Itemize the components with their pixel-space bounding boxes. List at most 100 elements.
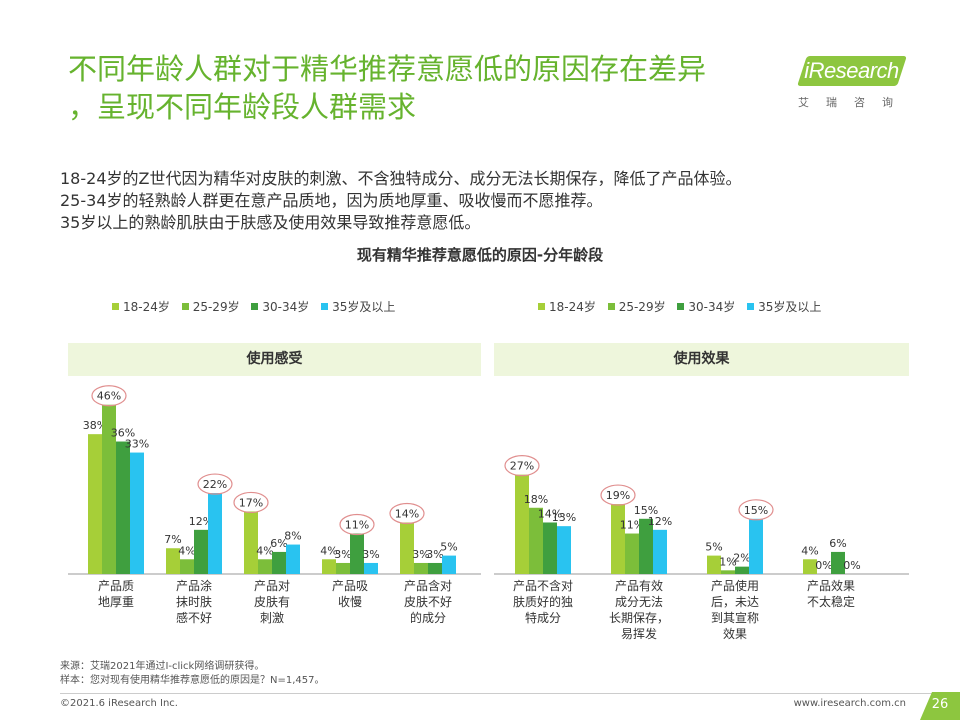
data-label: 8%	[284, 530, 301, 543]
highlight-circle	[600, 484, 636, 506]
bar	[244, 511, 258, 574]
legend-label: 25-29岁	[618, 300, 666, 314]
panel-header-usage-feel: 使用感受	[68, 343, 481, 376]
data-label: 4%	[178, 544, 195, 557]
category-label: 感不好	[176, 610, 212, 625]
page-title-line-2: ，呈现不同年龄段人群需求	[68, 90, 417, 124]
data-label: 0%	[815, 559, 832, 572]
iresearch-logo: iResearch 艾瑞咨询	[794, 44, 924, 114]
legend-swatch	[112, 303, 119, 310]
data-label: 17%	[239, 496, 263, 509]
category-label: 产品含对	[404, 578, 452, 593]
category-label: 产品使用	[711, 578, 759, 593]
bar	[88, 434, 102, 574]
highlight-circle	[389, 502, 425, 525]
data-label: 1%	[719, 555, 736, 568]
category-label: 产品不含对	[513, 578, 573, 593]
category-label: 效果	[723, 626, 747, 641]
data-label: 46%	[97, 390, 121, 403]
legend-swatch	[538, 303, 545, 310]
highlight-circle	[233, 491, 269, 514]
bar	[336, 562, 350, 574]
data-label: 7%	[164, 533, 181, 546]
highlight-circle	[339, 513, 375, 536]
data-label: 33%	[125, 438, 149, 451]
data-label: 3%	[426, 548, 443, 561]
legend-label: 18-24岁	[123, 300, 170, 314]
data-label: 14%	[538, 507, 562, 520]
legend-swatch	[747, 303, 755, 310]
bar	[180, 559, 194, 574]
category-label: 产品质	[98, 579, 134, 593]
highlight-circle	[504, 455, 540, 477]
bar	[611, 504, 625, 574]
legend-label: 18-24岁	[549, 300, 596, 314]
data-label: 36%	[111, 427, 135, 440]
bar	[557, 526, 571, 574]
data-label: 3%	[362, 548, 379, 561]
logo-subtitle: 艾瑞咨询	[798, 96, 910, 109]
data-label: 12%	[189, 515, 213, 528]
legend-label: 25-29岁	[192, 300, 240, 314]
summary-line-3: 35岁以上的熟龄肌肤由于肤感及使用效果导致推荐意愿低。	[60, 213, 481, 232]
legend-swatch	[607, 303, 615, 310]
bar	[428, 562, 442, 574]
data-label: 11%	[345, 519, 369, 532]
bar	[803, 559, 817, 574]
highlight-circle	[738, 499, 774, 521]
data-label: 19%	[606, 489, 630, 502]
legend-swatch	[321, 303, 329, 310]
bar	[414, 562, 428, 574]
source-note: 来源：艾瑞2021年通过I-click网络调研获得。 样本：您对现有使用精华推荐…	[60, 660, 325, 688]
bar	[707, 555, 721, 574]
category-label: 皮肤不好	[404, 594, 452, 609]
bar	[116, 441, 130, 574]
data-label: 4%	[256, 544, 273, 557]
bar	[272, 551, 286, 574]
bar	[194, 529, 208, 574]
legend-item-35-plus: 35岁及以上	[321, 298, 395, 315]
bar	[735, 566, 749, 574]
logo-text: iResearch	[804, 58, 899, 83]
bar	[653, 529, 667, 574]
category-label: 产品涂	[176, 578, 212, 593]
category-label: 肤质好的独	[513, 594, 573, 609]
legend-item-30-34: 30-34岁	[677, 298, 735, 315]
page-number: 26	[920, 692, 960, 720]
highlight-circle	[197, 473, 233, 495]
bar	[364, 562, 378, 574]
bar	[322, 559, 336, 574]
bar-chart: 38%46%36%33%产品质地厚重7%4%12%22%产品涂抹时肤感不好17%…	[68, 385, 909, 641]
legend-swatch	[181, 303, 189, 310]
bar	[442, 555, 456, 574]
legend-item-35-plus: 35岁及以上	[747, 298, 821, 315]
legend-left: 18-24岁 25-29岁 30-34岁 35岁及以上	[112, 298, 403, 316]
data-label: 5%	[440, 541, 457, 554]
category-label: 刺激	[260, 611, 284, 625]
data-label: 13%	[552, 511, 576, 524]
legend-item-18-24: 18-24岁	[112, 298, 170, 315]
source-line: 来源：艾瑞2021年通过I-click网络调研获得。	[60, 661, 265, 672]
legend-label: 30-34岁	[688, 300, 736, 314]
bar	[286, 544, 300, 574]
category-label: 产品效果	[807, 578, 855, 593]
data-label: 14%	[395, 507, 419, 520]
data-label: 3%	[412, 548, 429, 561]
data-label: 27%	[510, 460, 534, 473]
data-label: 18%	[524, 493, 548, 506]
legend-item-25-29: 25-29岁	[607, 298, 666, 315]
data-label: 22%	[203, 478, 227, 491]
category-label: 产品对	[254, 579, 290, 593]
data-label: 4%	[320, 544, 337, 557]
page-title-line-1: 不同年龄人群对于精华推荐意愿低的原因存在差异	[68, 52, 707, 86]
data-label: 15%	[634, 504, 658, 517]
bar	[625, 533, 639, 574]
bar	[102, 404, 116, 574]
legend-item-18-24: 18-24岁	[538, 298, 596, 315]
chart-title: 现有精华推荐意愿低的原因-分年龄段	[356, 246, 604, 264]
sample-line: 样本：您对现有使用精华推荐意愿低的原因是？N=1,457。	[60, 675, 325, 686]
bar	[130, 452, 144, 574]
data-label: 5%	[705, 541, 722, 554]
category-label: 皮肤有	[254, 594, 290, 609]
category-label: 不太稳定	[807, 594, 855, 609]
